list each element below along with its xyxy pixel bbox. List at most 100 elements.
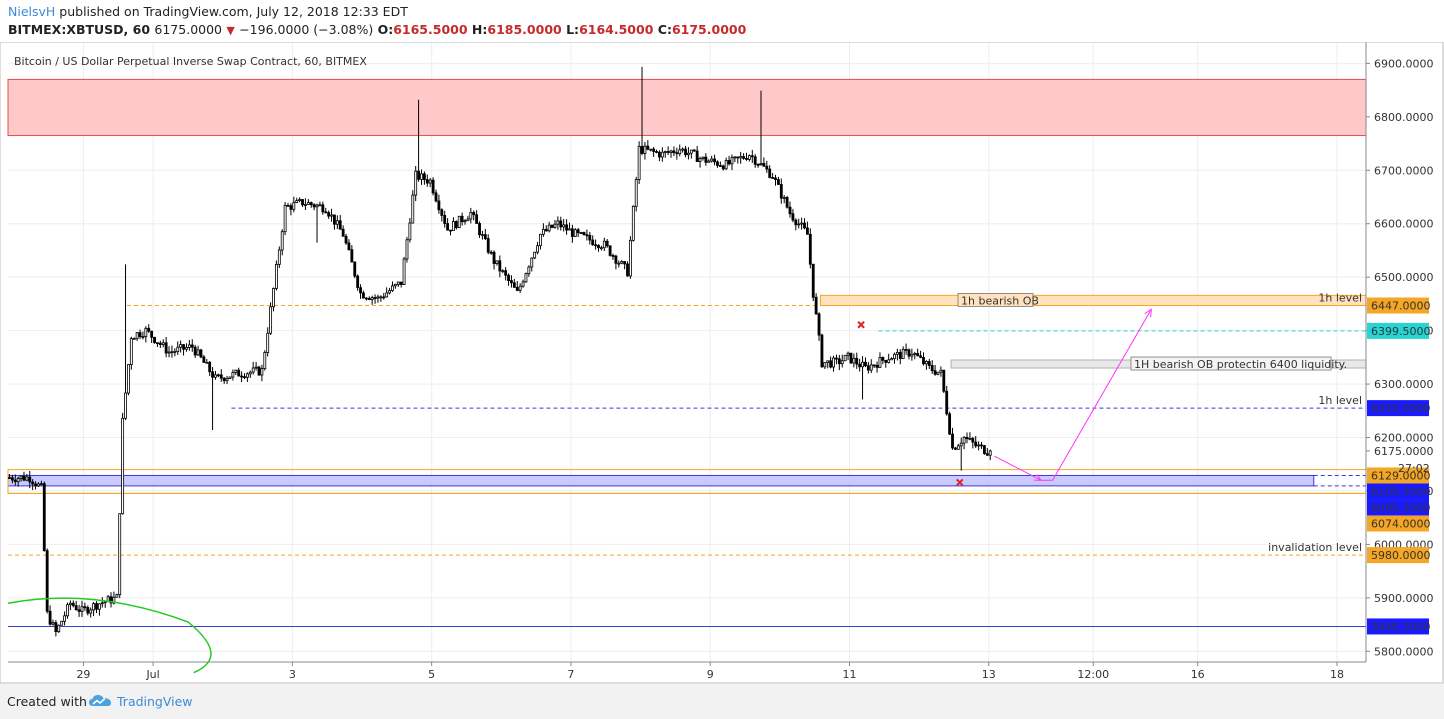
candle-body — [814, 296, 818, 315]
price-flag-label: 6109.5000 — [1371, 485, 1431, 498]
candle-body — [89, 609, 93, 614]
candle-body — [727, 160, 731, 165]
candle-body — [890, 358, 893, 361]
candle-body — [872, 364, 876, 367]
author-link[interactable]: NielsvH — [8, 4, 56, 19]
candle-body — [852, 357, 856, 364]
candle-body — [724, 160, 728, 170]
candle-body — [585, 234, 589, 237]
candle-body — [829, 360, 833, 368]
candle-body — [599, 247, 603, 250]
candle-body — [277, 249, 281, 265]
candle-body — [672, 150, 676, 154]
candle-body — [762, 163, 766, 167]
x-marker-icon — [857, 321, 865, 329]
candle-body — [190, 344, 194, 348]
candle-body — [988, 450, 992, 456]
candle-body — [138, 332, 142, 337]
candle-body — [312, 204, 316, 208]
candle-body — [248, 371, 252, 375]
candle-body — [164, 342, 168, 354]
candle-body — [16, 478, 20, 483]
zone-label-box — [1130, 356, 1332, 371]
candle-body — [382, 296, 386, 299]
candle-body — [927, 361, 931, 366]
candle-body — [501, 270, 505, 273]
candle-body — [428, 179, 432, 184]
candle-body — [539, 233, 542, 247]
candle-body — [292, 202, 296, 210]
candle-body — [364, 297, 368, 300]
candle-body — [97, 603, 101, 610]
candle-body — [675, 152, 679, 155]
candle-body — [245, 373, 249, 378]
candle-body — [359, 287, 362, 294]
candle-body — [530, 257, 534, 268]
candle-body — [100, 602, 104, 605]
candle-body — [39, 483, 43, 486]
candle-body — [536, 245, 539, 253]
x-tick-label: 16 — [1191, 668, 1205, 681]
price-flag — [1367, 618, 1429, 635]
candle-body — [422, 173, 426, 181]
x-tick-label: 7 — [567, 668, 574, 681]
candle-body — [893, 353, 896, 360]
candle-body — [837, 358, 841, 365]
tradingview-logo-icon[interactable] — [88, 692, 112, 710]
candle-body — [437, 200, 441, 211]
candle-body — [878, 357, 882, 368]
tradingview-link[interactable]: TradingView — [117, 694, 193, 709]
candle-body — [649, 148, 653, 151]
candle-body — [463, 220, 467, 223]
candle-body — [942, 369, 946, 392]
x-tick-label: Jul — [145, 668, 159, 681]
candle-body — [689, 149, 693, 154]
candle-body — [327, 212, 331, 217]
candle-body — [617, 262, 621, 265]
candle-body — [962, 436, 966, 444]
candle-body — [507, 274, 510, 281]
candle-body — [721, 165, 725, 170]
low-label: L: — [566, 22, 580, 37]
candle-body — [478, 223, 481, 236]
candle-body — [832, 357, 835, 368]
candle-body — [541, 228, 545, 235]
price-chart[interactable]: 1h bearish OB 1H bearish OB protectin 640… — [0, 42, 1444, 684]
open-value: 6165.5000 — [393, 22, 468, 37]
candle-body — [472, 212, 476, 216]
candle-body — [86, 607, 90, 614]
candle-body — [579, 232, 583, 234]
candle-body — [274, 263, 278, 289]
candle-body — [237, 369, 241, 377]
candle-body — [913, 353, 917, 355]
candle-body — [840, 360, 844, 365]
candle-body — [489, 251, 493, 254]
candle-body — [733, 156, 737, 159]
candle-body — [965, 436, 969, 440]
candle-body — [707, 160, 711, 163]
candle-body — [730, 157, 734, 165]
candle-body — [739, 156, 743, 159]
candle-body — [411, 194, 415, 224]
candle-body — [141, 336, 145, 338]
candle-body — [333, 214, 336, 225]
candle-body — [884, 359, 888, 363]
candle-body — [626, 263, 629, 277]
candle-body — [765, 165, 769, 170]
level-label: invalidation level — [1268, 541, 1362, 554]
candle-body — [228, 376, 232, 379]
chart-area[interactable]: 1h bearish OB 1H bearish OB protectin 640… — [0, 42, 1444, 684]
candle-body — [214, 374, 217, 378]
y-tick-label: 5800.0000 — [1374, 645, 1434, 658]
candle-body — [576, 229, 580, 234]
candle-body — [42, 483, 46, 552]
candle-body — [953, 447, 957, 450]
chart-header: NielsvH published on TradingView.com, Ju… — [0, 0, 1444, 42]
candle-body — [875, 364, 879, 368]
candle-body — [396, 281, 400, 285]
candle-body — [823, 362, 827, 368]
candle-body — [350, 249, 354, 263]
candle-body — [797, 223, 801, 226]
price-flag — [1367, 322, 1429, 339]
arrow-head — [1033, 474, 1043, 481]
